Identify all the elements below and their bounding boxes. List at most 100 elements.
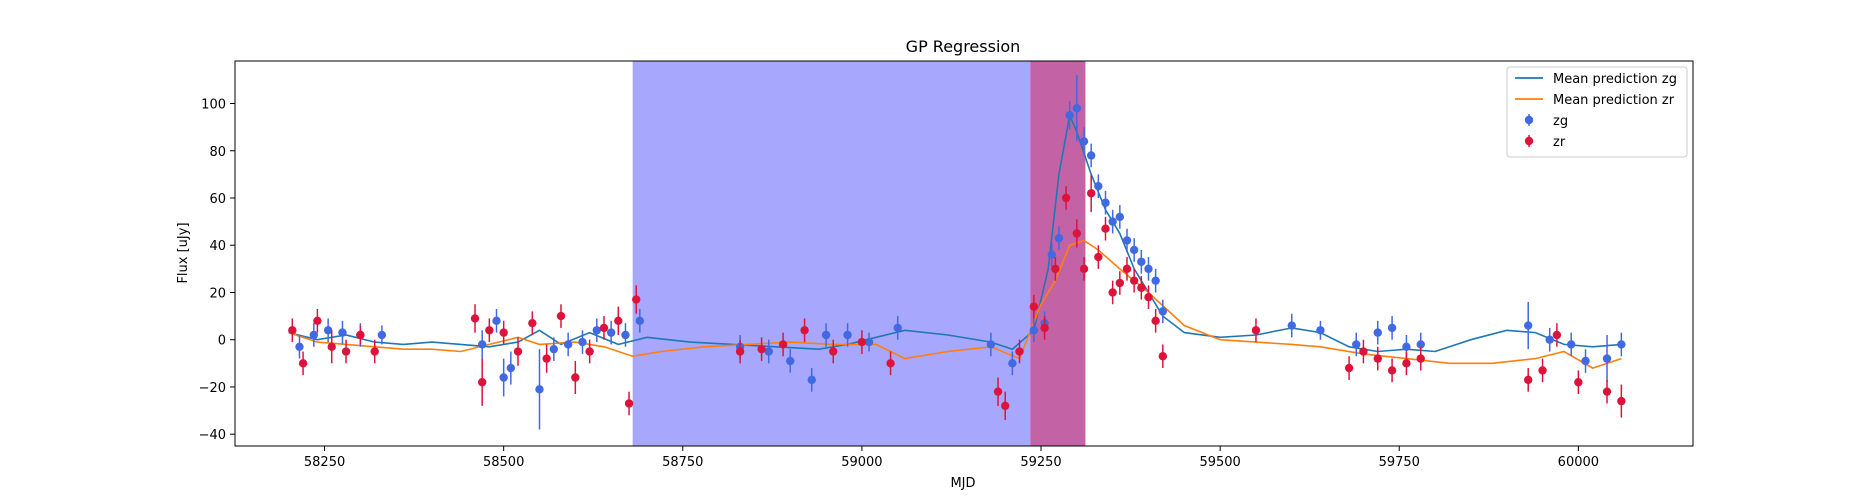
data-point (1054, 233, 1064, 243)
series-points-3 (288, 174, 1626, 421)
data-point (477, 378, 487, 387)
data-point (1108, 288, 1117, 297)
legend-box (1506, 66, 1688, 158)
data-point (327, 342, 336, 351)
data-point (1137, 283, 1146, 292)
legend-point-swatch (1524, 136, 1534, 146)
data-point (1158, 307, 1168, 316)
y-tick-label: 0 (218, 334, 226, 349)
data-point (1047, 250, 1056, 259)
data-point (1402, 342, 1411, 351)
legend-entry-label: Mean prediction zg (1553, 72, 1677, 87)
data-point (1287, 321, 1296, 330)
data-point (1602, 354, 1612, 363)
data-point (592, 326, 602, 335)
data-point (1029, 302, 1039, 311)
shaded-regions (632, 61, 1086, 446)
data-point (624, 399, 634, 408)
data-point (1359, 347, 1368, 356)
data-point (1151, 316, 1160, 326)
legend-entry-label: Mean prediction zr (1553, 93, 1675, 108)
data-point (986, 340, 996, 349)
data-point (1402, 359, 1411, 368)
data-point (298, 359, 308, 368)
y-tick-label: 60 (209, 192, 226, 207)
data-point (1122, 264, 1132, 274)
data-point (477, 340, 487, 349)
data-point (578, 337, 587, 347)
data-point (1008, 359, 1017, 368)
data-point (485, 326, 494, 335)
data-point (338, 328, 347, 337)
data-point (1086, 151, 1096, 160)
data-point (571, 373, 580, 382)
chart-title: GP Regression (906, 37, 1021, 56)
data-point (1617, 340, 1626, 349)
data-point (535, 385, 544, 394)
data-point (1373, 328, 1382, 337)
data-point (1524, 321, 1533, 330)
data-point (821, 330, 831, 340)
data-point (1137, 257, 1146, 266)
data-point (506, 363, 516, 373)
data-point (786, 356, 795, 366)
data-point (1079, 137, 1089, 146)
data-point (1061, 193, 1071, 203)
data-point (1115, 278, 1125, 288)
legend-point-swatch (1524, 115, 1534, 125)
data-point (632, 295, 641, 304)
data-point (735, 347, 745, 356)
data-point (1115, 212, 1125, 222)
data-point (1416, 354, 1425, 363)
data-point (499, 328, 508, 337)
data-point (295, 342, 304, 351)
x-tick-label: 59000 (841, 455, 882, 470)
data-point (1079, 264, 1089, 274)
y-tick-label: 100 (201, 98, 226, 113)
data-point (1538, 366, 1547, 375)
data-point (370, 347, 379, 356)
data-point (1545, 335, 1554, 344)
data-point (1567, 340, 1576, 349)
data-point (1617, 396, 1626, 406)
x-tick-label: 58500 (483, 455, 524, 470)
data-point (635, 316, 645, 326)
data-point (1151, 276, 1160, 285)
data-point (1416, 340, 1425, 349)
shaded-region-0 (632, 61, 1031, 446)
data-point (886, 359, 895, 368)
x-axis-label: MJD (950, 476, 975, 491)
data-point (1040, 323, 1049, 333)
data-point (542, 354, 551, 363)
data-point (1344, 363, 1354, 373)
data-point (499, 373, 508, 382)
data-point (528, 318, 537, 328)
data-point (1094, 181, 1103, 191)
data-point (549, 344, 559, 354)
data-point (1122, 236, 1132, 245)
x-tick-label: 58250 (304, 455, 345, 470)
data-point (893, 323, 902, 333)
x-tick-label: 58750 (662, 455, 703, 470)
data-point (1158, 352, 1168, 361)
plot-frame (234, 60, 1694, 447)
data-point (1051, 264, 1060, 274)
data-point (993, 387, 1003, 396)
x-tick-label: 60000 (1558, 455, 1599, 470)
data-point (1029, 326, 1039, 335)
legend-entry-label: zr (1553, 135, 1566, 150)
y-tick-label: −40 (199, 428, 226, 443)
data-point (1316, 326, 1325, 335)
data-point (1581, 356, 1590, 366)
data-point (356, 330, 365, 340)
data-point (1352, 340, 1361, 349)
data-point (309, 330, 319, 340)
data-point (1251, 326, 1261, 335)
x-tick-label: 59500 (1199, 455, 1240, 470)
data-point (1094, 252, 1103, 262)
y-tick-label: −20 (199, 381, 226, 396)
data-point (513, 347, 523, 356)
data-point (1524, 375, 1533, 385)
